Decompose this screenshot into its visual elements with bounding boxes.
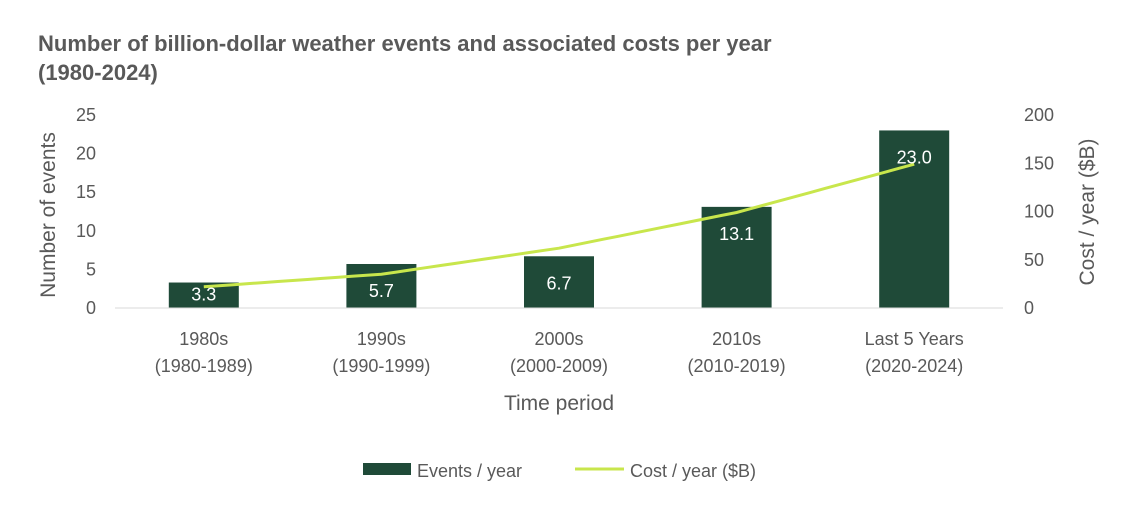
bar	[701, 206, 772, 308]
x-axis-title: Time period	[504, 392, 614, 415]
bar-data-label: 3.3	[191, 285, 216, 305]
x-tick-label: (2010-2019)	[688, 356, 786, 376]
y2-axis-title: Cost / year ($B)	[1076, 138, 1099, 285]
x-tick-label: 2010s	[712, 329, 761, 349]
x-axis-ticks: 1980s (1980-1989) 1990s (1990-1999) 2000s (20…	[155, 329, 964, 376]
legend-bar-label: Events / year	[417, 461, 522, 481]
y2-axis-ticks: 0 50 100 150 200	[1024, 105, 1054, 318]
y-tick-label: 20	[76, 144, 96, 164]
bar-data-label: 13.1	[719, 224, 754, 244]
bar	[879, 130, 950, 308]
y-axis-title: Number of events	[37, 132, 60, 298]
legend-line-label: Cost / year ($B)	[630, 461, 756, 481]
chart-title-line-1: Number of billion-dollar weather events …	[38, 31, 772, 56]
y-tick-label: 15	[76, 182, 96, 202]
bar-data-label: 6.7	[546, 273, 571, 293]
y-tick-label: 5	[86, 259, 96, 279]
x-tick-label: 1980s	[179, 329, 228, 349]
y2-tick-label: 200	[1024, 105, 1054, 125]
legend: Events / year Cost / year ($B)	[363, 461, 756, 481]
x-tick-label: (2020-2024)	[865, 356, 963, 376]
y2-tick-label: 100	[1024, 202, 1054, 222]
x-tick-label: (1990-1999)	[332, 356, 430, 376]
y-tick-label: 0	[86, 298, 96, 318]
x-tick-label: (2000-2009)	[510, 356, 608, 376]
x-tick-label: Last 5 Years	[865, 329, 964, 349]
x-tick-label: (1980-1989)	[155, 356, 253, 376]
y-tick-label: 25	[76, 105, 96, 125]
x-tick-label: 2000s	[534, 329, 583, 349]
y-axis-ticks: 0 5 10 15 20 25	[76, 105, 96, 318]
y-tick-label: 10	[76, 221, 96, 241]
y2-tick-label: 0	[1024, 298, 1034, 318]
bar-data-labels: 3.3 5.7 6.7 13.1 23.0	[191, 147, 931, 304]
x-tick-label: 1990s	[357, 329, 406, 349]
y2-tick-label: 150	[1024, 153, 1054, 173]
y2-tick-label: 50	[1024, 250, 1044, 270]
bar-data-label: 5.7	[369, 281, 394, 301]
bar	[524, 256, 594, 308]
chart-title-line-2: (1980-2024)	[38, 60, 158, 85]
legend-bar-swatch	[363, 463, 411, 475]
cost-line-series	[203, 162, 915, 289]
bar-data-label: 23.0	[897, 147, 932, 167]
